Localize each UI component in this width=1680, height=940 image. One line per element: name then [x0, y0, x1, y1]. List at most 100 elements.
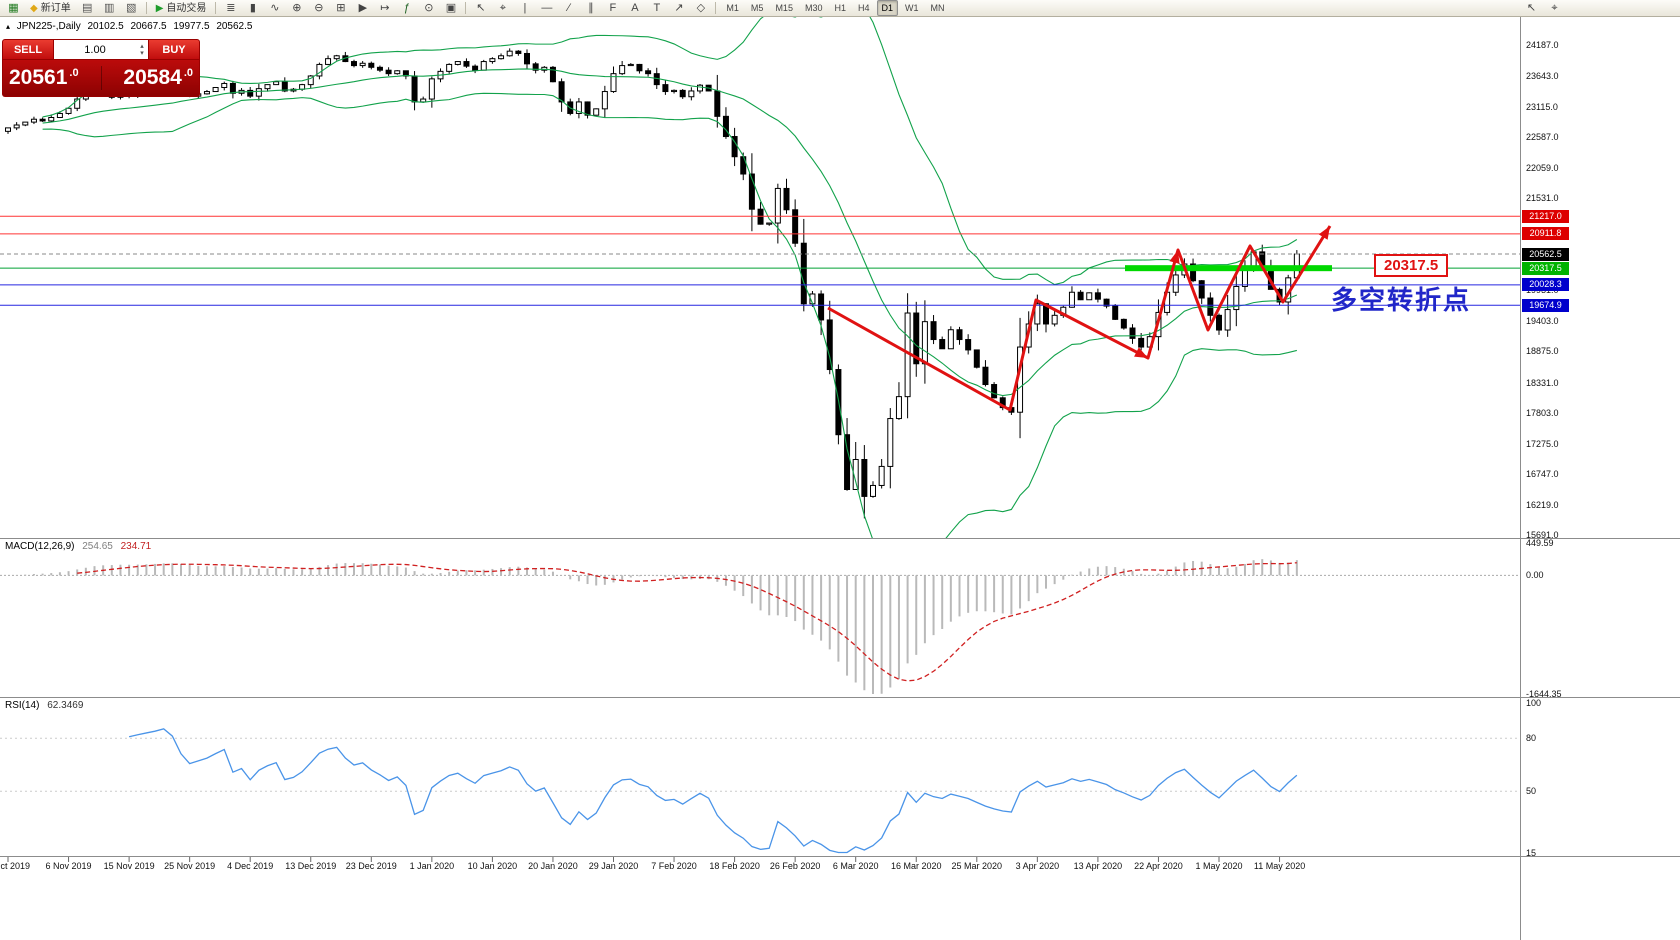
timeframe-m30-button[interactable]: M30	[804, 3, 823, 13]
date-axis-label: 8 Oct 2019	[0, 861, 31, 871]
templates-icon[interactable]: ▣	[445, 1, 457, 14]
price-axis-label: 18875.0	[1526, 346, 1559, 357]
rsi-indicator-label: RSI(14) 62.3469	[5, 700, 83, 711]
bid-ask-display[interactable]: 20561.0 20584.0	[2, 60, 200, 97]
rsi-axis-label: 100	[1526, 698, 1542, 708]
date-axis-label: 23 Dec 2019	[345, 861, 397, 871]
lot-value[interactable]: 1.00	[84, 43, 106, 56]
macd-indicator-label: MACD(12,26,9) 254.65 234.71	[5, 541, 151, 552]
buy-button[interactable]: BUY	[148, 39, 200, 60]
data-window-icon[interactable]: ▥	[104, 1, 115, 14]
price-axis-label: 21531.0	[1526, 193, 1559, 204]
date-axis-label: 25 Nov 2019	[164, 861, 216, 871]
indicators-icon[interactable]: ƒ	[403, 1, 410, 14]
zoom-out-icon[interactable]: ⊖	[314, 1, 324, 14]
timeframe-group: M1 M5 M15 M30 H1 H4 D1 W1 MN	[720, 0, 950, 16]
price-axis-label: 16219.0	[1526, 499, 1559, 510]
channel-icon[interactable]: ∥	[588, 1, 594, 14]
zoom-in-icon[interactable]: ⊕	[292, 1, 302, 14]
timeframe-h1-button[interactable]: H1	[834, 3, 846, 13]
line-chart-icon[interactable]: ∿	[270, 1, 280, 14]
date-axis-label: 1 May 2020	[1195, 861, 1243, 871]
new-chart-icon[interactable]: ▦	[8, 1, 19, 14]
timeframe-w1-button[interactable]: W1	[905, 3, 919, 13]
rsi-panel-separator[interactable]	[0, 697, 1680, 698]
turning-point-annotation: 多空转折点	[1331, 286, 1472, 316]
macd-axis-label: 449.59	[1526, 538, 1554, 548]
toolbar-separator	[215, 2, 217, 14]
macd-axis-label: 0.00	[1526, 570, 1544, 581]
date-axis-label: 20 Jan 2020	[528, 861, 578, 871]
open-value: 20102.5	[87, 21, 124, 32]
lot-spinner[interactable]: ▴ ▾	[136, 43, 148, 57]
price-axis-label: 17803.0	[1526, 408, 1559, 419]
timeframe-m5-button[interactable]: M5	[750, 3, 764, 13]
candlestick-chart-icon[interactable]: ▮	[249, 1, 256, 14]
buy-price[interactable]: 20584.0	[100, 66, 200, 90]
lot-decrement-icon[interactable]: ▾	[140, 49, 144, 57]
crosshair-cursor-icon[interactable]: ⌖	[1551, 1, 1558, 14]
trendline-icon[interactable]: ∕	[567, 1, 570, 14]
macd-main-value: 254.65	[82, 541, 113, 552]
rsi-axis-label: 15	[1526, 848, 1537, 858]
price-line-tag: 21217.0	[1522, 209, 1569, 223]
rsi-value: 62.3469	[47, 700, 84, 711]
new-order-button[interactable]: ◆ 新订单	[25, 0, 76, 17]
pointer-cursor-icon[interactable]: ↖	[1526, 1, 1537, 14]
bars-chart-icon[interactable]: ≣	[226, 1, 236, 14]
price-axis-border	[1520, 17, 1521, 940]
timeframe-d1-button[interactable]: D1	[876, 0, 899, 16]
timeframe-mn-button[interactable]: MN	[930, 3, 945, 13]
price-line-tag: 20028.3	[1522, 278, 1569, 292]
new-order-icon: ◆	[30, 2, 38, 14]
date-axis-label: 10 Jan 2020	[467, 861, 518, 871]
date-axis-label: 26 Feb 2020	[769, 861, 821, 871]
toolbar-separator	[145, 2, 147, 14]
macd-panel-separator[interactable]	[0, 538, 1680, 539]
periods-icon[interactable]: ⊙	[424, 1, 434, 14]
macd-name: MACD(12,26,9)	[5, 541, 75, 552]
arrows-icon[interactable]: ↗	[674, 1, 684, 14]
shapes-icon[interactable]: ◇	[696, 1, 706, 14]
chart-shift-icon[interactable]: ↦	[380, 1, 390, 14]
price-axis-label: 24187.0	[1526, 40, 1559, 50]
price-line-tag: 20562.5	[1522, 247, 1569, 261]
price-axis-label: 22059.0	[1526, 162, 1559, 173]
symbol-period-label: JPN225-,Daily	[16, 21, 81, 32]
date-axis-label: 16 Mar 2020	[890, 861, 942, 871]
auto-scroll-icon[interactable]: ▶	[358, 1, 368, 14]
cursor-icon[interactable]: ↖	[476, 1, 486, 14]
rsi-axis-label: 50	[1526, 786, 1537, 797]
price-line-tag: 19674.9	[1522, 298, 1569, 312]
label-icon[interactable]: T	[653, 1, 661, 14]
text-icon[interactable]: A	[631, 1, 639, 14]
market-watch-icon[interactable]: ▤	[82, 1, 93, 14]
new-order-label: 新订单	[40, 2, 71, 14]
date-axis-label: 25 Mar 2020	[951, 861, 1003, 871]
lot-size-input[interactable]: 1.00 ▴ ▾	[54, 39, 148, 60]
close-value: 20562.5	[216, 21, 253, 32]
lot-increment-icon[interactable]: ▴	[140, 42, 144, 50]
timeframe-m15-button[interactable]: M15	[775, 3, 793, 13]
autotrading-button[interactable]: ▶ 自动交易	[151, 0, 212, 17]
tile-windows-icon[interactable]: ⊞	[336, 1, 346, 14]
date-axis-label: 11 May 2020	[1253, 861, 1306, 871]
date-axis-label: 1 Jan 2020	[409, 861, 455, 871]
timeframe-m1-button[interactable]: M1	[726, 3, 739, 13]
date-axis-label: 6 Mar 2020	[832, 861, 879, 871]
level-price-label[interactable]: 20317.5	[1374, 254, 1449, 277]
date-axis-label: 3 Apr 2020	[1015, 861, 1060, 871]
vertical-line-icon[interactable]: |	[523, 1, 527, 14]
autotrading-label: 自动交易	[166, 2, 207, 14]
crosshair-icon[interactable]: ⌖	[499, 1, 506, 14]
high-value: 20667.5	[130, 21, 167, 32]
fibonacci-icon[interactable]: F	[609, 1, 617, 14]
expand-triangle-icon[interactable]: ▴	[6, 22, 11, 31]
chart-canvas[interactable]	[0, 17, 1680, 940]
horizontal-line-icon[interactable]: —	[541, 1, 553, 14]
time-axis-separator	[0, 856, 1680, 857]
timeframe-h4-button[interactable]: H4	[857, 3, 870, 13]
navigator-icon[interactable]: ▧	[126, 1, 137, 14]
sell-button[interactable]: SELL	[2, 39, 54, 60]
sell-price[interactable]: 20561.0	[9, 66, 79, 89]
